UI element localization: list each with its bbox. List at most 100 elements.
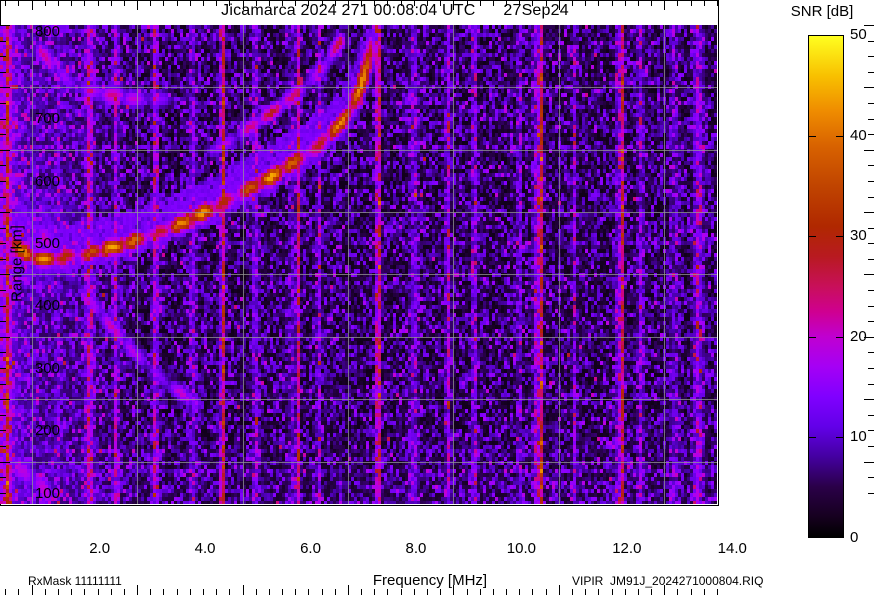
axis-tick [0,165,6,166]
gridline-vertical [137,25,138,504]
axis-tick [651,0,652,6]
colorbar-tick [836,337,843,338]
axis-tick [414,0,415,6]
axis-tick [480,0,481,6]
gridline-vertical [664,25,665,504]
axis-tick [0,462,10,463]
axis-tick [453,0,454,10]
axis-tick [0,243,6,244]
axis-tick [387,0,388,6]
axis-tick [58,0,59,6]
axis-tick [0,119,6,120]
axis-tick [664,0,665,10]
axis-tick [0,446,6,447]
axis-tick [559,0,560,10]
y-tick-label: 700 [34,110,60,128]
axis-tick [0,25,10,26]
x-tick-label: 10.0 [506,540,536,557]
axis-tick [0,477,6,478]
gridline-vertical [32,25,33,504]
gridline-horizontal [0,212,717,213]
axis-tick [0,181,6,182]
axis-tick [269,0,270,6]
colorbar-tick [809,337,816,338]
snr-colorbar [808,35,844,538]
y-tick-label: 400 [34,297,60,315]
axis-tick [111,0,112,6]
axis-tick [519,0,520,6]
colorbar-tick-label: 30 [850,227,867,245]
axis-tick [124,0,125,6]
axis-tick [0,103,6,104]
axis-tick [0,72,6,73]
axis-tick [0,399,10,400]
axis-tick [0,228,6,229]
axis-tick [45,0,46,6]
y-tick-label: 300 [34,359,60,377]
axis-tick [243,0,244,10]
gridline-vertical [243,25,244,504]
axis-tick [585,0,586,6]
axis-tick [177,0,178,6]
axis-tick [0,212,10,213]
x-tick-label: 12.0 [612,540,642,557]
colorbar-tick [809,236,816,237]
axis-tick [0,87,10,88]
y-tick-label: 100 [34,484,60,502]
gridline-horizontal [0,337,717,338]
axis-tick [493,0,494,6]
gridline-horizontal [0,399,717,400]
axis-tick [401,0,402,6]
axis-tick [150,0,151,6]
gridline-horizontal [0,274,717,275]
x-tick-label: 8.0 [405,540,427,557]
colorbar-tick [836,136,843,137]
axis-tick [440,0,441,6]
axis-tick [322,0,323,6]
ionogram-raster [0,25,717,504]
axis-tick [361,0,362,6]
rxmask-label: RxMask 11111111 [28,574,122,588]
axis-tick [506,0,507,6]
colorbar-tick-label: 20 [850,327,867,345]
colorbar-tick-label: 40 [850,126,867,144]
axis-tick [532,0,533,6]
axis-tick [0,430,6,431]
axis-tick [0,352,6,353]
axis-tick [374,0,375,6]
axis-tick [691,0,692,6]
axis-tick [348,0,349,10]
gridline-vertical [453,25,454,504]
axis-tick [0,368,6,369]
axis-tick [98,0,99,6]
axis-tick [546,0,547,6]
axis-tick [308,0,309,6]
axis-tick [0,337,10,338]
axis-tick [704,0,705,6]
axis-tick [612,0,613,6]
axis-tick [84,0,85,6]
axis-tick [0,259,6,260]
axis-tick [0,274,10,275]
colorbar-tick-label: 10 [850,428,867,446]
axis-tick [203,0,204,6]
axis-tick [467,0,468,6]
axis-tick [0,134,6,135]
axis-tick [32,0,33,10]
y-tick-label: 800 [34,23,60,40]
y-axis-title: Range [km] [8,225,26,302]
y-tick-label: 200 [34,422,60,440]
gridline-horizontal [0,87,717,88]
y-tick-label: 500 [34,235,60,253]
figure-title: Jicamarca 2024 271 00:08:04 UTC 27Sep24 [221,2,569,19]
axis-tick [0,56,6,57]
axis-tick [256,0,257,6]
axis-tick [0,493,6,494]
axis-tick [0,197,6,198]
axis-tick [216,0,217,6]
colorbar-tick [836,236,843,237]
colorbar-tick-label: 50 [850,26,867,43]
axis-tick [71,0,72,6]
